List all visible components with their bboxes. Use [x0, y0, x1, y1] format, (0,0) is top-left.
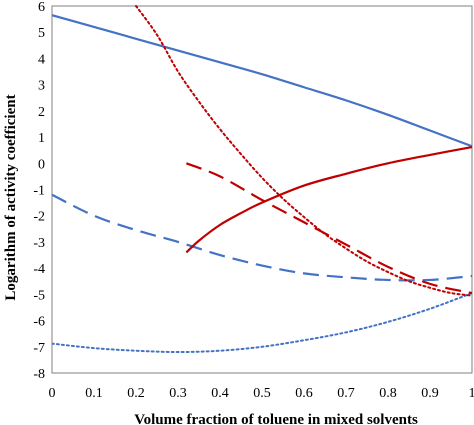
y-axis-title: Logarithm of activity coefficient [3, 94, 19, 300]
y-tick-label: -2 [33, 210, 45, 225]
y-tick-label: 3 [38, 79, 45, 94]
x-tick-label: 0.9 [421, 386, 439, 401]
y-tick-label: 5 [38, 26, 45, 41]
y-tick-label: 2 [38, 105, 45, 120]
x-axis-title: Volume fraction of toluene in mixed solv… [134, 412, 418, 425]
series-layer [52, 5, 473, 354]
x-tick-label: 0.3 [169, 386, 187, 401]
x-tick-label: 0.5 [253, 386, 271, 401]
y-tick-label: -3 [33, 236, 45, 251]
x-tick-label: 0.1 [85, 386, 103, 401]
series-line-3-dotted [52, 292, 473, 354]
y-axis-ticks: -8 -7 -6 -5 -4 -3 -2 -1 0 1 2 3 4 5 6 [33, 0, 45, 382]
y-tick-label: 0 [38, 157, 45, 172]
x-tick-label: 0.4 [211, 386, 229, 401]
series-line-2-long-dash [52, 193, 473, 282]
plot-border [51, 5, 473, 374]
series-line-5-long-dash [186, 162, 473, 295]
x-tick-label: 0.8 [379, 386, 397, 401]
y-tick-label: -4 [33, 262, 45, 277]
x-tick-label: 0.6 [295, 386, 313, 401]
y-tick-label: 4 [38, 52, 45, 67]
x-tick-label: 0.2 [127, 386, 145, 401]
y-tick-label: -1 [33, 184, 45, 199]
y-tick-label: -6 [33, 315, 45, 330]
x-tick-label: 1 [469, 386, 474, 401]
y-tick-label: -5 [33, 288, 45, 303]
series-line-1-solid [52, 14, 473, 148]
x-tick-label: 0.7 [337, 386, 355, 401]
y-tick-label: 6 [38, 0, 45, 15]
x-axis-ticks: 0 0.1 0.2 0.3 0.4 0.5 0.6 0.7 0.8 0.9 1 [49, 386, 474, 401]
series-line-4-solid [185, 145, 473, 254]
y-tick-label: -7 [33, 341, 45, 356]
y-tick-label: 1 [38, 131, 45, 146]
series-line-6-dotted [135, 5, 473, 297]
x-tick-label: 0 [49, 386, 56, 401]
plot-area [51, 5, 473, 374]
y-tick-label: -8 [33, 367, 45, 382]
